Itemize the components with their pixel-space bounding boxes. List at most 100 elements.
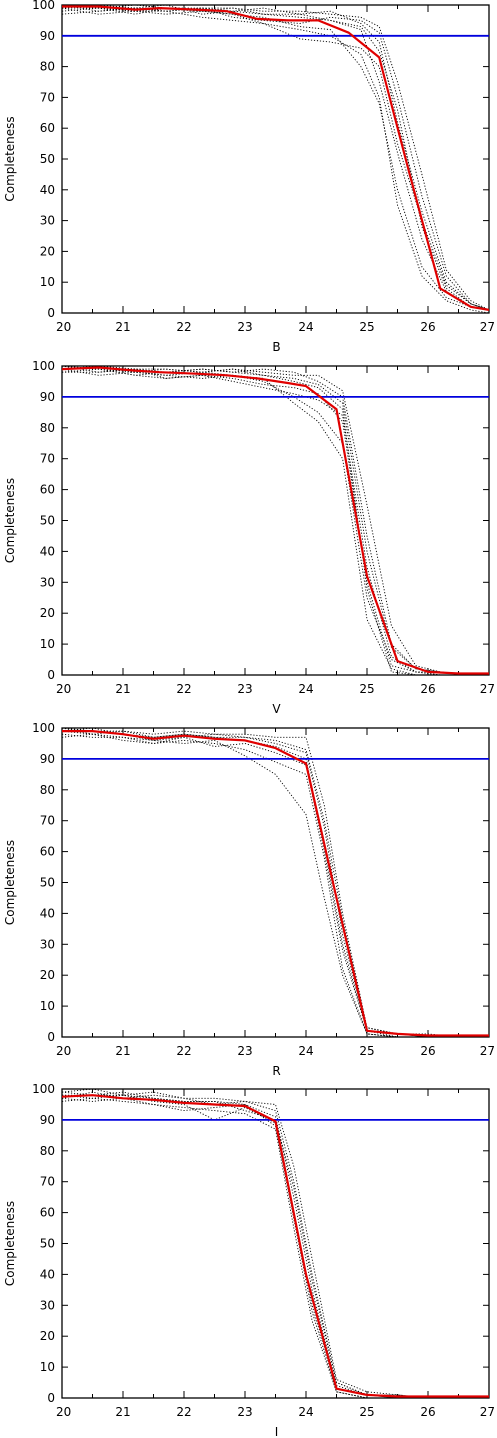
trial-series-line xyxy=(62,366,489,675)
x-tick-label: 24 xyxy=(298,320,313,334)
trial-series-line xyxy=(62,5,489,311)
trial-series-line xyxy=(62,1091,489,1398)
trial-series-line xyxy=(62,1091,489,1398)
x-tick-label: 25 xyxy=(359,1044,374,1058)
x-tick-label: 23 xyxy=(237,1044,252,1058)
plot-area xyxy=(62,5,489,313)
y-axis-label: Completeness xyxy=(3,478,17,563)
y-axis-label: Completeness xyxy=(3,1201,17,1286)
trial-series-line xyxy=(62,1089,489,1398)
trial-series-line xyxy=(62,5,489,311)
y-tick-label: 70 xyxy=(40,814,55,828)
x-tick-label: 22 xyxy=(176,682,191,696)
y-tick-label: 100 xyxy=(32,1082,55,1096)
y-tick-label: 100 xyxy=(32,0,55,12)
x-tick-label: 23 xyxy=(237,1405,252,1419)
y-tick-label: 90 xyxy=(40,752,55,766)
x-tick-label: 20 xyxy=(56,682,71,696)
x-tick-label: 20 xyxy=(56,1405,71,1419)
y-tick-label: 50 xyxy=(40,1237,55,1251)
x-axis-label: R xyxy=(272,1064,280,1078)
y-tick-label: 10 xyxy=(40,275,55,289)
y-tick-label: 100 xyxy=(32,721,55,735)
x-axis-label: V xyxy=(272,702,281,716)
trial-series-line xyxy=(62,733,489,1037)
trial-series-line xyxy=(62,366,489,675)
trial-series-line xyxy=(62,1091,489,1398)
plot-frame xyxy=(61,4,490,314)
trial-series-line xyxy=(62,5,489,311)
x-tick-label: 22 xyxy=(176,1044,191,1058)
y-axis-label: Completeness xyxy=(3,840,17,925)
x-tick-label: 20 xyxy=(56,1044,71,1058)
trial-series-line xyxy=(62,733,489,1037)
y-tick-label: 40 xyxy=(40,1267,55,1281)
x-tick-label: 21 xyxy=(115,1405,130,1419)
x-tick-label: 27 xyxy=(480,320,495,334)
chart-panel-2: 0 10 20 30 40 50 60 70 80 90 100 20 21 22 23 24 25 26 27 V C… xyxy=(3,359,495,716)
y-tick-label: 20 xyxy=(40,1329,55,1343)
y-tick-label: 20 xyxy=(40,606,55,620)
trial-series-line xyxy=(62,728,489,1037)
mean-completeness-line xyxy=(62,729,489,1037)
y-tick-label: 30 xyxy=(40,575,55,589)
trial-series-line xyxy=(62,5,489,311)
y-tick-label: 50 xyxy=(40,876,55,890)
y-tick-label: 60 xyxy=(40,121,55,135)
x-tick-label: 25 xyxy=(359,320,374,334)
chart-panel-4: 0 10 20 30 40 50 60 70 80 90 100 20 21 22 23 24 25 26 27 I C… xyxy=(3,1082,495,1438)
y-tick-label: 60 xyxy=(40,1206,55,1220)
mean-completeness-line xyxy=(62,366,489,675)
x-tick-label: 26 xyxy=(420,1405,435,1419)
x-tick-label: 20 xyxy=(56,320,71,334)
chart-panel-1: 0 10 20 30 40 50 60 70 80 90 100 20 21 22 23 24 25 26 27 B C… xyxy=(3,0,495,354)
y-tick-label: 80 xyxy=(40,60,55,74)
y-tick-label: 60 xyxy=(40,483,55,497)
y-tick-label: 10 xyxy=(40,637,55,651)
x-tick-label: 26 xyxy=(420,682,435,696)
x-tick-label: 23 xyxy=(237,682,252,696)
trial-series-line xyxy=(62,368,489,675)
y-axis-label: Completeness xyxy=(3,116,17,201)
y-tick-label: 30 xyxy=(40,214,55,228)
trial-series-line xyxy=(62,366,489,675)
y-tick-label: 40 xyxy=(40,906,55,920)
trial-series-line xyxy=(62,730,489,1037)
x-tick-label: 25 xyxy=(359,1405,374,1419)
trial-series-line xyxy=(62,7,489,311)
y-tick-label: 100 xyxy=(32,359,55,373)
trial-series-line xyxy=(62,1094,489,1398)
trial-series-line xyxy=(62,1094,489,1398)
x-tick-label: 26 xyxy=(420,1044,435,1058)
plot-frame xyxy=(61,365,490,676)
y-tick-label: 90 xyxy=(40,29,55,43)
plot-area xyxy=(62,1089,489,1398)
trial-series-line xyxy=(62,5,489,311)
x-tick-label: 25 xyxy=(359,682,374,696)
x-tick-label: 24 xyxy=(298,682,313,696)
trial-series-line xyxy=(62,366,489,675)
x-tick-label: 22 xyxy=(176,1405,191,1419)
y-tick-label: 30 xyxy=(40,937,55,951)
trial-series-line xyxy=(62,7,489,311)
mean-completeness-line xyxy=(62,5,489,311)
y-tick-label: 20 xyxy=(40,968,55,982)
y-tick-label: 10 xyxy=(40,999,55,1013)
y-tick-label: 0 xyxy=(47,306,55,320)
y-tick-label: 50 xyxy=(40,152,55,166)
y-tick-label: 80 xyxy=(40,783,55,797)
y-tick-label: 10 xyxy=(40,1360,55,1374)
y-tick-label: 90 xyxy=(40,1113,55,1127)
y-tick-label: 70 xyxy=(40,90,55,104)
y-tick-label: 20 xyxy=(40,244,55,258)
x-axis-label: I xyxy=(275,1425,279,1438)
x-tick-label: 22 xyxy=(176,320,191,334)
x-tick-label: 24 xyxy=(298,1044,313,1058)
x-tick-label: 21 xyxy=(115,1044,130,1058)
trial-series-line xyxy=(62,7,489,313)
x-tick-label: 27 xyxy=(480,682,495,696)
y-tick-label: 0 xyxy=(47,1030,55,1044)
y-tick-label: 0 xyxy=(47,1391,55,1405)
x-tick-label: 21 xyxy=(115,682,130,696)
